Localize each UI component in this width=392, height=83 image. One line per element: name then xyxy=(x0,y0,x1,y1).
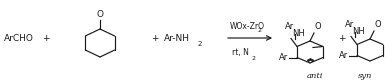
Text: 2: 2 xyxy=(258,27,262,33)
Text: 2: 2 xyxy=(198,41,202,47)
Text: +: + xyxy=(42,34,50,42)
Text: ArCHO: ArCHO xyxy=(4,34,34,42)
Text: 2: 2 xyxy=(252,56,256,61)
Text: Ar: Ar xyxy=(339,51,348,60)
Text: O: O xyxy=(375,20,382,29)
Text: anti: anti xyxy=(307,72,323,80)
Text: syn: syn xyxy=(358,72,372,80)
Text: NH: NH xyxy=(352,26,365,36)
Text: +: + xyxy=(338,34,346,42)
Text: WOx-ZrO: WOx-ZrO xyxy=(230,21,265,30)
Text: Ar: Ar xyxy=(285,21,294,30)
Text: NH: NH xyxy=(292,28,305,38)
Text: Ar-NH: Ar-NH xyxy=(164,34,190,42)
Text: O: O xyxy=(96,9,103,19)
Text: O: O xyxy=(315,22,321,31)
Text: Ar: Ar xyxy=(345,20,354,28)
Text: +: + xyxy=(151,34,159,42)
Text: Ar: Ar xyxy=(279,53,288,62)
Text: rt, N: rt, N xyxy=(232,47,249,57)
